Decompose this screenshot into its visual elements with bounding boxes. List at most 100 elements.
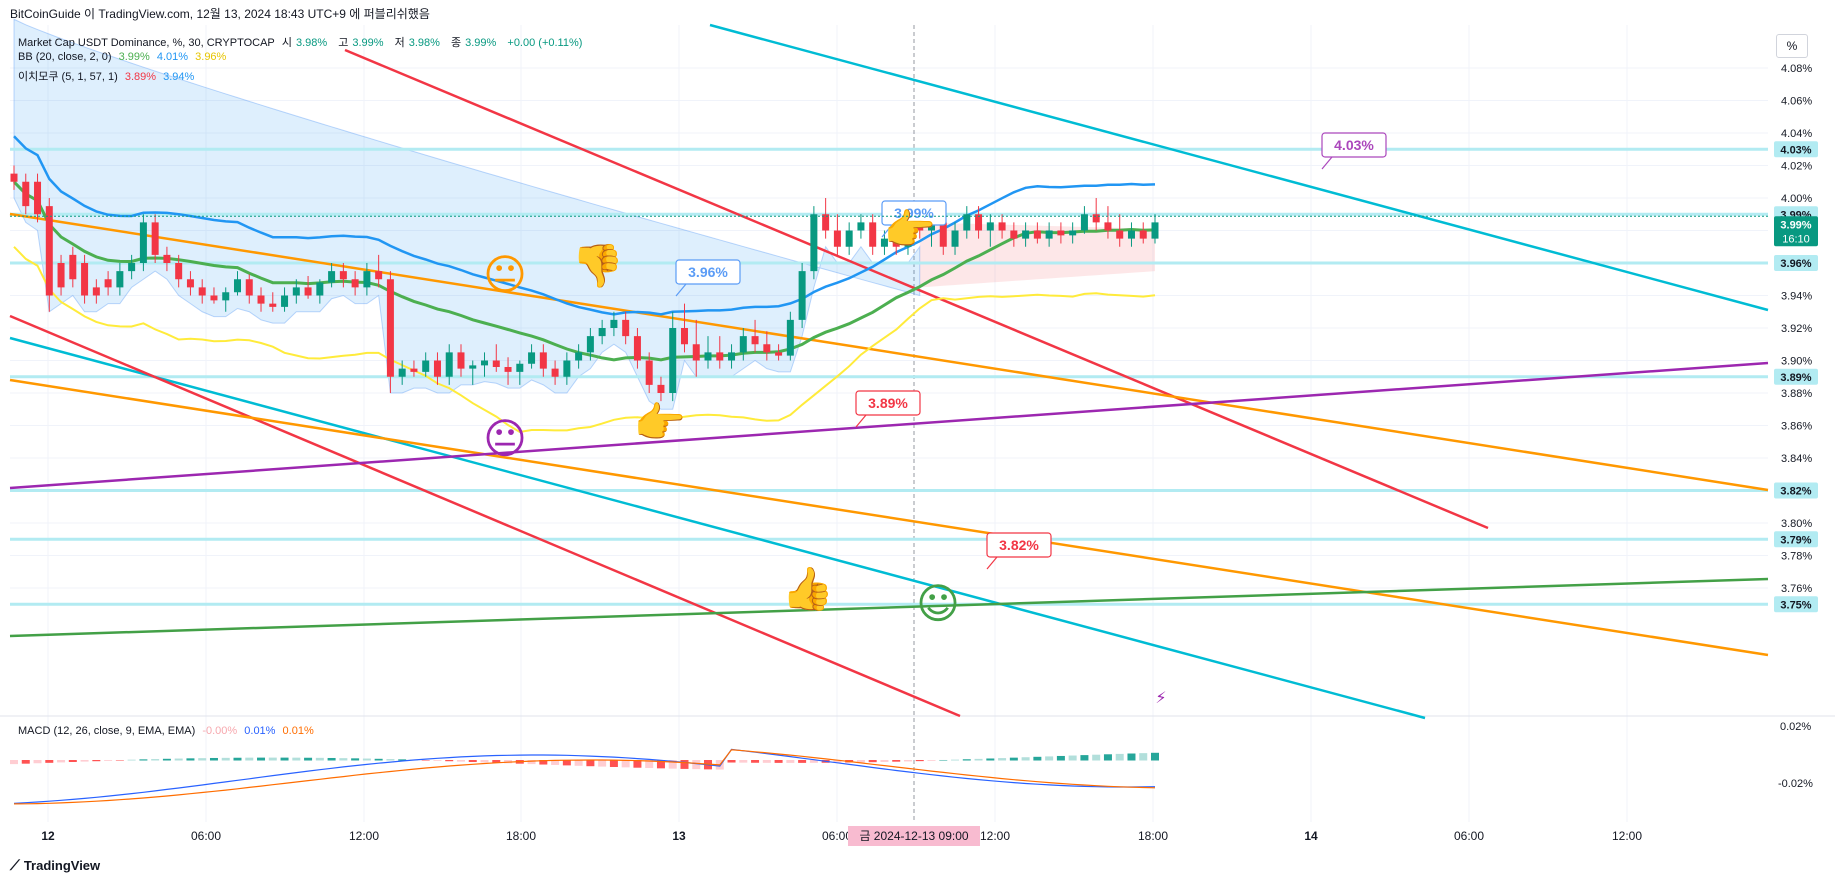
macd-histogram-bar — [868, 760, 877, 763]
ichimoku-value-2: 3.94% — [163, 71, 195, 83]
candle-body — [375, 271, 383, 280]
macd-histogram-bar — [621, 760, 630, 768]
macd-histogram-bar — [527, 760, 536, 765]
macd-histogram-bar — [951, 759, 960, 761]
macd-histogram-bar — [492, 760, 501, 763]
candle-body — [1104, 222, 1112, 231]
macd-histogram-bar — [174, 758, 183, 761]
macd-histogram-bar — [421, 760, 430, 761]
candle-body — [22, 181, 30, 207]
candle-body — [586, 336, 594, 353]
candle-body — [328, 271, 336, 283]
macd-histogram-bar — [315, 757, 324, 761]
macd-histogram-bar — [139, 759, 148, 761]
macd-histogram-bar — [351, 758, 360, 761]
time-axis-tick: 18:00 — [506, 829, 536, 843]
candle-body — [528, 352, 536, 364]
macd-histogram-bar — [386, 759, 395, 761]
price-callout-box — [881, 200, 947, 226]
candle-body — [445, 352, 453, 377]
candle-body — [316, 282, 324, 296]
candle-body — [398, 368, 406, 377]
percent-scale-button[interactable]: % — [1776, 34, 1808, 58]
macd-histogram-bar — [57, 760, 66, 763]
candle-countdown: 16:10 — [1782, 233, 1810, 245]
price-callout-box — [855, 390, 921, 416]
level-badge-label: 3.82% — [1780, 486, 1811, 498]
candle-body — [269, 303, 277, 307]
lightning-icon: ⚡ — [1155, 688, 1166, 707]
candle-body — [233, 279, 241, 293]
macd-histogram-bar — [104, 760, 113, 761]
macd-histogram-bar — [680, 760, 689, 769]
candle-body — [281, 295, 289, 307]
macd-histogram-bar — [327, 757, 336, 761]
price-axis-tick: 3.80% — [1781, 518, 1812, 530]
candle-body — [610, 319, 618, 328]
candle-body — [81, 263, 89, 296]
macd-histogram-bar — [1115, 753, 1124, 761]
bb-legend[interactable]: BB (20, close, 2, 0) 3.99% 4.01% 3.96% — [18, 51, 230, 63]
candle-body — [775, 352, 783, 356]
candle-body — [645, 360, 653, 385]
pointing-hand-icon: 👉 — [634, 398, 686, 447]
bb-basis-line — [12, 180, 1156, 362]
price-callout-box — [1321, 132, 1387, 158]
level-badge-label: 3.96% — [1780, 258, 1811, 270]
macd-histogram-bar — [974, 758, 983, 761]
current-price-tag — [1774, 216, 1818, 247]
macd-histogram-bar — [892, 760, 901, 762]
candle-body — [1092, 214, 1100, 223]
price-change: +0.00 (+0.11%) — [507, 37, 583, 49]
macd-histogram-bar — [915, 760, 924, 762]
macd-line-value: 0.01% — [244, 725, 276, 737]
candle-body — [492, 360, 500, 367]
ohlc-open: 시 3.98% — [281, 37, 328, 49]
macd-histogram-bar — [80, 760, 89, 762]
macd-histogram-bar — [1080, 755, 1089, 761]
macd-legend[interactable]: MACD (12, 26, close, 9, EMA, EMA) -0.00%… — [18, 725, 318, 737]
publish-header: BitCoinGuide 이 TradingView.com, 12월 13, … — [10, 7, 430, 21]
level-badge — [1774, 141, 1818, 158]
macd-label: MACD (12, 26, close, 9, EMA, EMA) — [18, 725, 196, 737]
price-axis-tick: 3.88% — [1781, 388, 1812, 400]
candle-body — [198, 287, 206, 296]
candle-body — [951, 230, 959, 247]
macd-histogram-bar — [692, 760, 701, 770]
crosshair-time-label: 금 2024-12-13 09:00 — [859, 829, 968, 843]
candle-body — [481, 360, 489, 366]
ichimoku-legend[interactable]: 이치모쿠 (5, 1, 57, 1) 3.89% 3.94% — [18, 68, 198, 84]
candle-body — [598, 328, 606, 337]
macd-histogram-bar — [480, 760, 489, 763]
candle-body — [998, 222, 1006, 231]
macd-histogram-bar — [115, 760, 124, 761]
candle-body — [622, 319, 630, 337]
macd-histogram-bar — [1009, 757, 1018, 761]
macd-line — [13, 748, 1156, 804]
tradingview-brand[interactable]: ⟋ TradingView — [10, 857, 100, 874]
candle-body — [1022, 230, 1030, 239]
macd-histogram-bar — [1103, 754, 1112, 761]
macd-histogram-bar — [221, 757, 230, 761]
level-badge — [1774, 531, 1818, 548]
bb-upper-value: 4.01% — [156, 51, 189, 63]
candle-body — [1116, 230, 1124, 239]
symbol-legend[interactable]: Market Cap USDT Dominance, %, 30, CRYPTO… — [18, 34, 586, 50]
neutral-face-icon: 😐 — [483, 414, 527, 463]
price-axis-tick: 3.94% — [1781, 291, 1812, 303]
macd-histogram-bar — [1151, 752, 1159, 761]
price-callout-box — [675, 259, 741, 285]
macd-histogram-bar — [1033, 756, 1042, 761]
candle-body — [669, 328, 677, 393]
time-axis-tick: 12:00 — [1612, 829, 1642, 843]
tradingview-logo-icon: ⟋ — [10, 857, 20, 873]
candle-body — [433, 360, 441, 377]
candle-body — [575, 352, 583, 361]
candle-body — [245, 279, 253, 296]
crosshair-time-badge — [848, 826, 980, 846]
ohlc-close: 종 3.99% — [451, 37, 497, 49]
price-axis-tick: 4.06% — [1781, 96, 1812, 108]
macd-histogram-bar — [245, 757, 254, 761]
price-axis-tick: 3.92% — [1781, 323, 1812, 335]
